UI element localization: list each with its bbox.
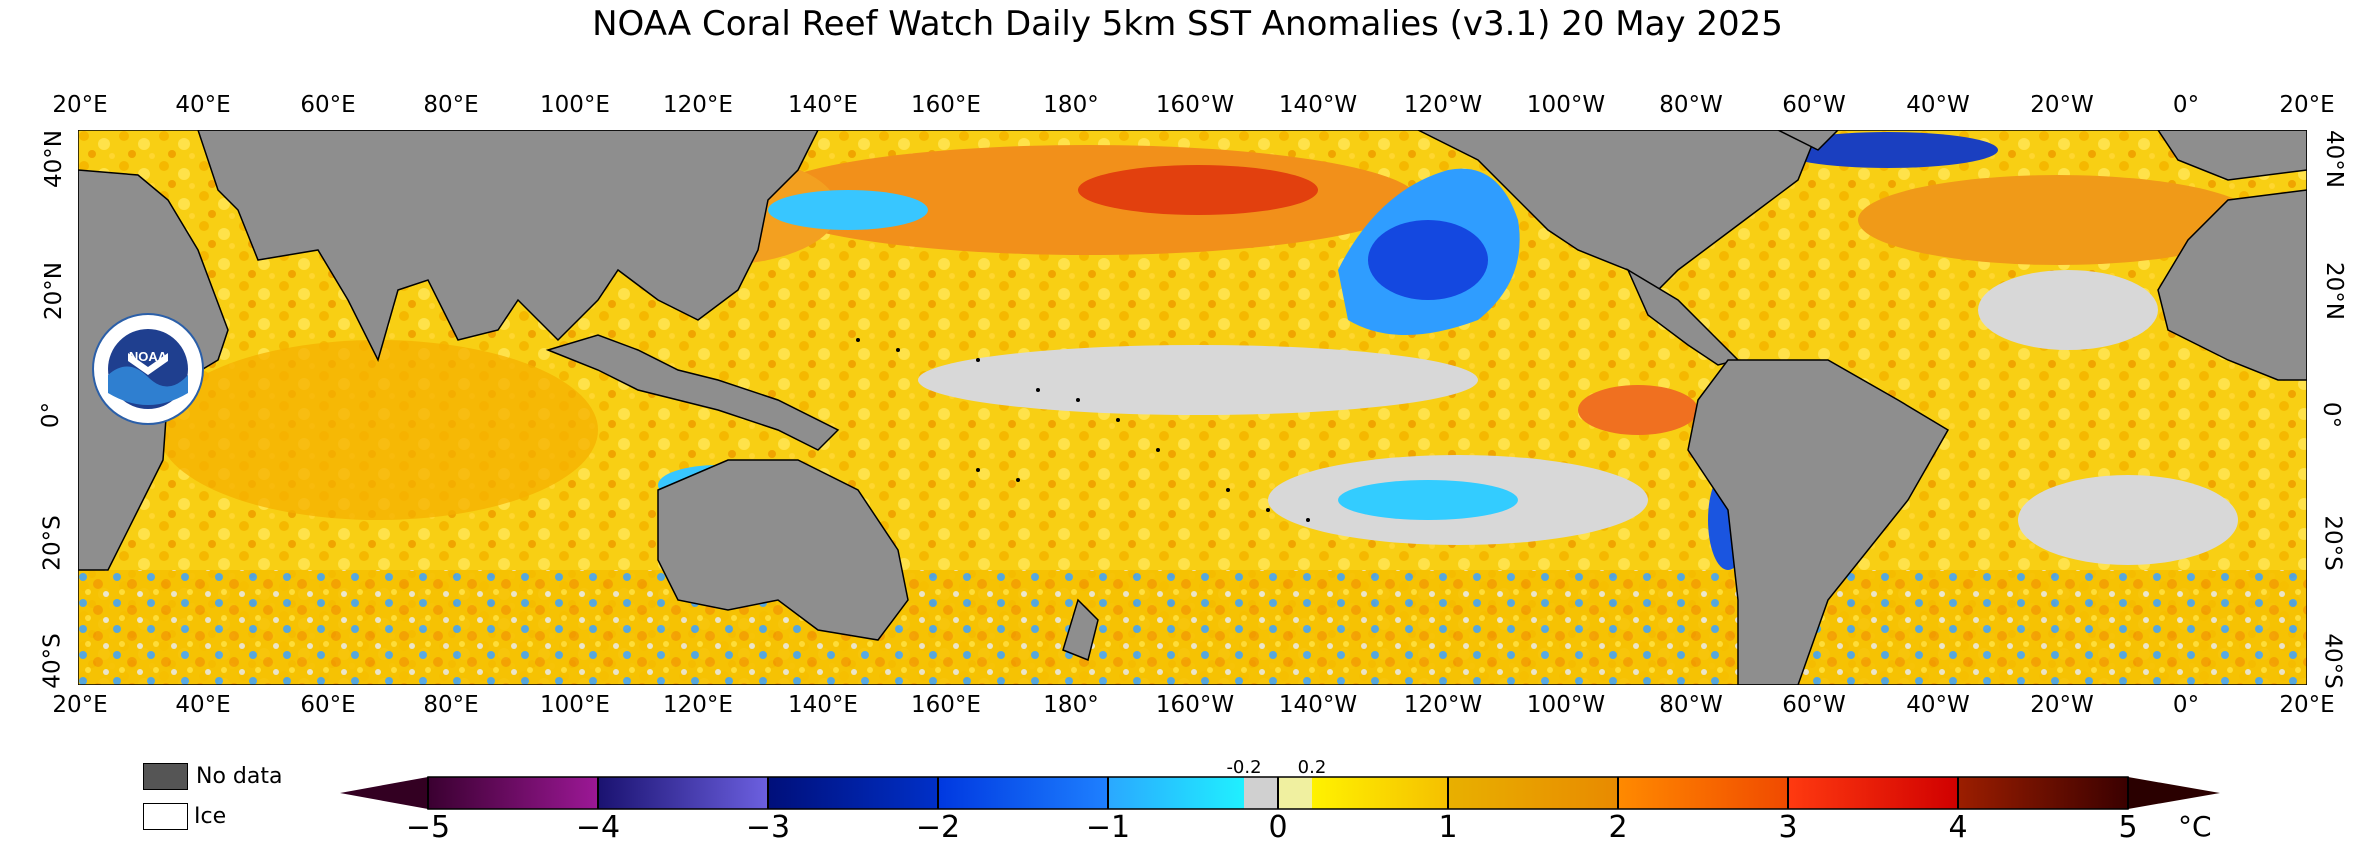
warm-anomaly-north-atlantic	[1858, 175, 2258, 265]
ice-swatch	[143, 803, 188, 830]
lon-label-bottom: 20°E	[52, 692, 108, 718]
colorbar-tick-label: 1	[1438, 810, 1458, 845]
colorbar-unit-label: °C	[2178, 810, 2212, 843]
colorbar-right-extend	[2128, 777, 2220, 809]
lat-label-right: 0°	[2318, 401, 2345, 429]
lat-label-left: 0°	[38, 401, 65, 429]
colorbar-tick-label: −1	[1085, 810, 1131, 845]
lon-label-top: 180°	[1043, 92, 1099, 118]
lon-label-bottom: 40°E	[175, 692, 231, 718]
warm-anomaly-east-pacific	[1578, 385, 1698, 435]
sst-anomaly-map	[78, 130, 2307, 685]
map-title: NOAA Coral Reef Watch Daily 5km SST Anom…	[592, 4, 1783, 44]
lon-label-top: 40°W	[1906, 92, 1970, 118]
lon-label-bottom: 60°W	[1782, 692, 1846, 718]
southern-ocean-band	[78, 570, 2307, 685]
no-data-label: No data	[196, 764, 283, 789]
lon-label-top: 100°E	[540, 92, 610, 118]
land-europe	[2157, 130, 2307, 181]
cold-anomaly-northeast-pacific	[1368, 220, 1488, 300]
lon-label-bottom: 80°W	[1659, 692, 1723, 718]
lon-label-bottom: 0°	[2172, 692, 2200, 718]
cold-anomaly-gulf-stream	[1778, 132, 1998, 168]
lon-label-top: 40°E	[175, 92, 231, 118]
lon-label-top: 140°E	[788, 92, 858, 118]
colorbar-small-label: 0.2	[1297, 757, 1327, 778]
lon-label-top: 80°W	[1659, 92, 1723, 118]
colorbar-tick-label: 4	[1948, 810, 1968, 845]
hot-anomaly-north-pacific	[1078, 165, 1318, 215]
land-maritime-continent	[545, 334, 840, 451]
lon-label-bottom: 100°E	[540, 692, 610, 718]
lon-label-bottom: 100°W	[1526, 692, 1606, 718]
lon-label-top: 20°W	[2030, 92, 2094, 118]
land-south-america	[1687, 359, 1950, 685]
lat-label-left: 20°N	[40, 262, 67, 320]
colorbar-left-extend	[340, 777, 428, 809]
lat-label-right: 20°N	[2320, 262, 2347, 320]
colorbar-tick-label: −4	[575, 810, 621, 845]
colorbar-tick-label: 5	[2118, 810, 2138, 845]
lon-label-top: 120°W	[1403, 92, 1483, 118]
lon-label-bottom: 120°E	[663, 692, 733, 718]
colorbar-tick-label: −2	[915, 810, 961, 845]
lon-label-bottom: 20°E	[2279, 692, 2335, 718]
colorbar-tick-label: 3	[1778, 810, 1798, 845]
lon-label-top: 60°W	[1782, 92, 1846, 118]
lon-label-bottom: 140°W	[1278, 692, 1358, 718]
neutral-south-atlantic	[2018, 475, 2238, 565]
lon-label-bottom: 120°W	[1403, 692, 1483, 718]
lon-label-top: 160°E	[911, 92, 981, 118]
warm-anomaly-indian	[158, 340, 598, 520]
colorbar-small-label: -0.2	[1226, 757, 1262, 778]
lon-label-bottom: 160°W	[1155, 692, 1235, 718]
lon-label-bottom: 60°E	[300, 692, 356, 718]
colorbar-tick-label: −3	[745, 810, 791, 845]
land-new-zealand	[1062, 598, 1099, 662]
lat-label-right: 40°N	[2320, 130, 2347, 188]
lat-label-left: 40°N	[40, 130, 67, 188]
colorbar	[340, 776, 2220, 810]
colorbar-tick-label: 0	[1268, 810, 1288, 845]
lon-label-bottom: 20°W	[2030, 692, 2094, 718]
lon-label-top: 120°E	[663, 92, 733, 118]
lon-label-top: 20°E	[52, 92, 108, 118]
land-africa-east	[2157, 189, 2307, 381]
cool-anomaly-kuroshio	[768, 190, 928, 230]
land-newfoundland	[1777, 130, 1840, 151]
lon-label-bottom: 140°E	[788, 692, 858, 718]
lon-label-top: 80°E	[423, 92, 479, 118]
cool-anomaly-south-pacific	[1338, 480, 1518, 520]
lat-label-left: 20°S	[39, 515, 66, 571]
neutral-equatorial-pacific	[918, 345, 1478, 415]
lon-label-top: 0°	[2172, 92, 2200, 118]
colorbar-tick-label: −5	[405, 810, 451, 845]
lon-label-bottom: 80°E	[423, 692, 479, 718]
lon-label-top: 160°W	[1155, 92, 1235, 118]
lon-label-bottom: 180°	[1043, 692, 1099, 718]
lon-label-top: 60°E	[300, 92, 356, 118]
lat-label-right: 20°S	[2319, 515, 2346, 571]
colorbar-tick-label: 2	[1608, 810, 1628, 845]
land-eurasia	[197, 130, 819, 363]
lon-label-bottom: 40°W	[1906, 692, 1970, 718]
noaa-logo-text: NOAA	[129, 349, 168, 364]
neutral-atlantic	[1978, 270, 2158, 350]
lon-label-bottom: 160°E	[911, 692, 981, 718]
ice-label: Ice	[194, 804, 227, 829]
noaa-logo: NOAA	[92, 313, 204, 425]
no-data-swatch	[143, 763, 188, 790]
lon-label-top: 20°E	[2279, 92, 2335, 118]
pacific-islands	[856, 338, 1310, 522]
land-australia	[657, 459, 909, 641]
lat-label-left: 40°S	[39, 633, 66, 689]
lon-label-top: 140°W	[1278, 92, 1358, 118]
lat-label-right: 40°S	[2319, 633, 2346, 689]
lon-label-top: 100°W	[1526, 92, 1606, 118]
